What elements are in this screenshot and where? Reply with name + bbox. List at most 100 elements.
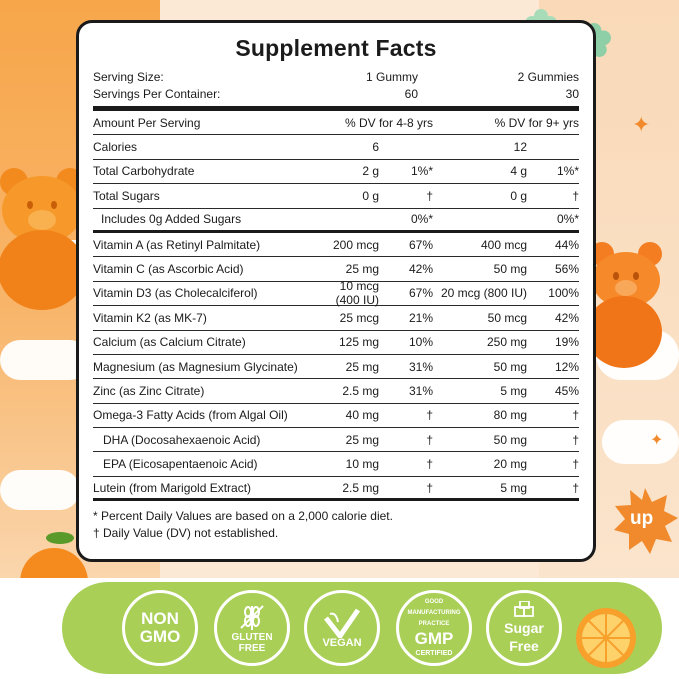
dv-4-8: 21%: [408, 310, 433, 325]
amount-per-serving-label: Amount Per Serving: [93, 115, 201, 130]
footnote-dv: * Percent Daily Values are based on a 2,…: [93, 509, 393, 524]
serving-size-2: 2 Gummies: [517, 69, 579, 84]
amount-9-plus: 50 mcg: [487, 310, 527, 325]
nutrient-name: DHA (Docosahexaenoic Acid): [103, 432, 261, 447]
leaf-check-icon: [324, 608, 361, 638]
sparkle-icon: ✦: [650, 432, 664, 449]
amount-4-8: 0 g: [362, 188, 379, 203]
amount-4-8: 2.5 mg: [342, 480, 379, 495]
amount-4-8: 2 g: [362, 164, 379, 179]
gmp-text: GMP: [414, 629, 454, 648]
amount-9-plus: 50 mg: [493, 262, 527, 277]
amount-4-8: 25 mg: [345, 359, 379, 374]
vegan-badge: VEGAN: [304, 590, 380, 666]
dv-4-8: †: [426, 408, 433, 423]
dv-9-plus: †: [572, 188, 579, 203]
dv-4-8: 67%: [408, 286, 433, 301]
nutrient-name: Vitamin A (as Retinyl Palmitate): [93, 237, 261, 252]
dv-4-8: †: [426, 188, 433, 203]
dv-4-8: †: [426, 480, 433, 495]
amount-9-plus: 400 mcg: [480, 237, 527, 252]
amount-9-plus: 50 mg: [493, 359, 527, 374]
gluten-free-text: GLUTEN FREE: [231, 632, 273, 654]
nutrient-row: Includes 0g Added Sugars 0%* 0%*: [93, 209, 579, 233]
gluten-free-badge: GLUTEN FREE: [214, 590, 290, 666]
amount-4-8: 10 mcg (400 IU): [335, 279, 379, 308]
dv-9-plus: †: [572, 480, 579, 495]
dv-4-8: 42%: [408, 262, 433, 277]
serving-size-row: Serving Size: 1 Gummy 2 Gummies: [93, 68, 579, 85]
serving-size-label: Serving Size:: [93, 69, 164, 84]
orange-slice-icon: [576, 608, 636, 668]
nutrient-name: Total Sugars: [93, 188, 160, 203]
amount-4-8: 2.5 mg: [342, 383, 379, 398]
nutrient-name: Calories: [93, 140, 138, 155]
non-gmo-badge: NON GMO: [122, 590, 198, 666]
nutrient-row: Total Sugars 0 g † 0 g †: [93, 184, 579, 209]
servings-per-container-2: 30: [565, 86, 579, 101]
nutrient-name: Vitamin D3 (as Cholecalciferol): [93, 286, 258, 301]
dv-header-4-8: % DV for 4-8 yrs: [344, 115, 433, 130]
amount-4-8: 125 mg: [338, 335, 379, 350]
amount-9-plus: 20 mcg (800 IU): [440, 286, 527, 301]
dv-4-8: 1%*: [410, 164, 433, 179]
dv-header-9-plus: % DV for 9+ yrs: [494, 115, 579, 130]
dv-9-plus: †: [572, 457, 579, 472]
footnotes: * Percent Daily Values are based on a 2,…: [93, 508, 579, 542]
sugar-text: Sugar: [504, 620, 544, 636]
gmp-certified-text: CERTIFIED: [415, 650, 453, 657]
dv-4-8: 0%*: [410, 212, 433, 227]
dv-9-plus: †: [572, 432, 579, 447]
nutrient-name: Vitamin K2 (as MK-7): [93, 310, 207, 325]
sparkle-icon: ✦: [632, 112, 651, 137]
gmp-ring-text: GOOD MANUFACTURING PRACTICE: [407, 599, 461, 627]
amount-9-plus: 50 mg: [493, 432, 527, 447]
nutrient-row: Lutein (from Marigold Extract) 2.5 mg † 5 m…: [93, 477, 579, 502]
nutrient-name: Vitamin C (as Ascorbic Acid): [93, 262, 244, 277]
nutrient-row: Omega-3 Fatty Acids (from Algal Oil) 40 m…: [93, 404, 579, 429]
dv-9-plus: 100%: [548, 286, 579, 301]
dv-4-8: 67%: [408, 237, 433, 252]
amount-9-plus: 5 mg: [500, 480, 527, 495]
nutrient-name: Zinc (as Zinc Citrate): [93, 383, 205, 398]
nutrient-name: Includes 0g Added Sugars: [101, 212, 242, 227]
dv-9-plus: 56%: [554, 262, 579, 277]
amount-9-plus: 5 mg: [500, 383, 527, 398]
cloud: [0, 340, 90, 380]
amount-4-8: 25 mg: [345, 262, 379, 277]
gummy-bear-icon: [586, 242, 662, 368]
non-gmo-text-2: GMO: [139, 627, 181, 646]
nutrient-name: Omega-3 Fatty Acids (from Algal Oil): [93, 408, 288, 423]
dv-9-plus: 12%: [554, 359, 579, 374]
amount-9-plus: 20 mg: [493, 457, 527, 472]
dv-4-8: †: [426, 457, 433, 472]
servings-per-container-1: 60: [404, 86, 418, 101]
serving-size-1: 1 Gummy: [365, 69, 418, 84]
dv-4-8: 10%: [408, 335, 433, 350]
amount-4-8: 6: [372, 140, 379, 155]
amount-header-row: Amount Per Serving % DV for 4-8 yrs % DV…: [93, 111, 579, 136]
free-text: Free: [509, 638, 539, 654]
nutrient-row: Total Carbohydrate 2 g 1%* 4 g 1%*: [93, 160, 579, 185]
nutrient-name: Magnesium (as Magnesium Glycinate): [93, 359, 298, 374]
gummy-bear-icon: [0, 168, 86, 310]
amount-9-plus: 80 mg: [493, 408, 527, 423]
amount-4-8: 25 mcg: [339, 310, 379, 325]
dv-4-8: 31%: [408, 359, 433, 374]
cloud: [0, 470, 80, 510]
wheat-icon: [240, 605, 264, 630]
nutrient-name: EPA (Eicosapentaenoic Acid): [103, 457, 258, 472]
cloud: [602, 420, 679, 464]
servings-per-container-row: Servings Per Container: 60 30: [93, 85, 579, 102]
amount-4-8: 40 mg: [345, 408, 379, 423]
nutrient-table: Calories 6 12 Total Carbohydrate 2 g 1%* 4 g 1%…: [93, 135, 579, 502]
dv-9-plus: †: [572, 408, 579, 423]
dv-9-plus: 42%: [554, 310, 579, 325]
nutrient-name: Lutein (from Marigold Extract): [93, 480, 252, 495]
amount-9-plus: 250 mg: [486, 335, 527, 350]
amount-4-8: 10 mg: [345, 457, 379, 472]
nutrient-row: Vitamin D3 (as Cholecalciferol) 10 mcg (4…: [93, 279, 579, 308]
nutrient-row: Calories 6 12: [93, 135, 579, 160]
nutrient-row: Vitamin K2 (as MK-7) 25 mcg 21% 50 mcg 42%: [93, 306, 579, 331]
sugar-free-badge: Sugar Free: [486, 590, 562, 666]
